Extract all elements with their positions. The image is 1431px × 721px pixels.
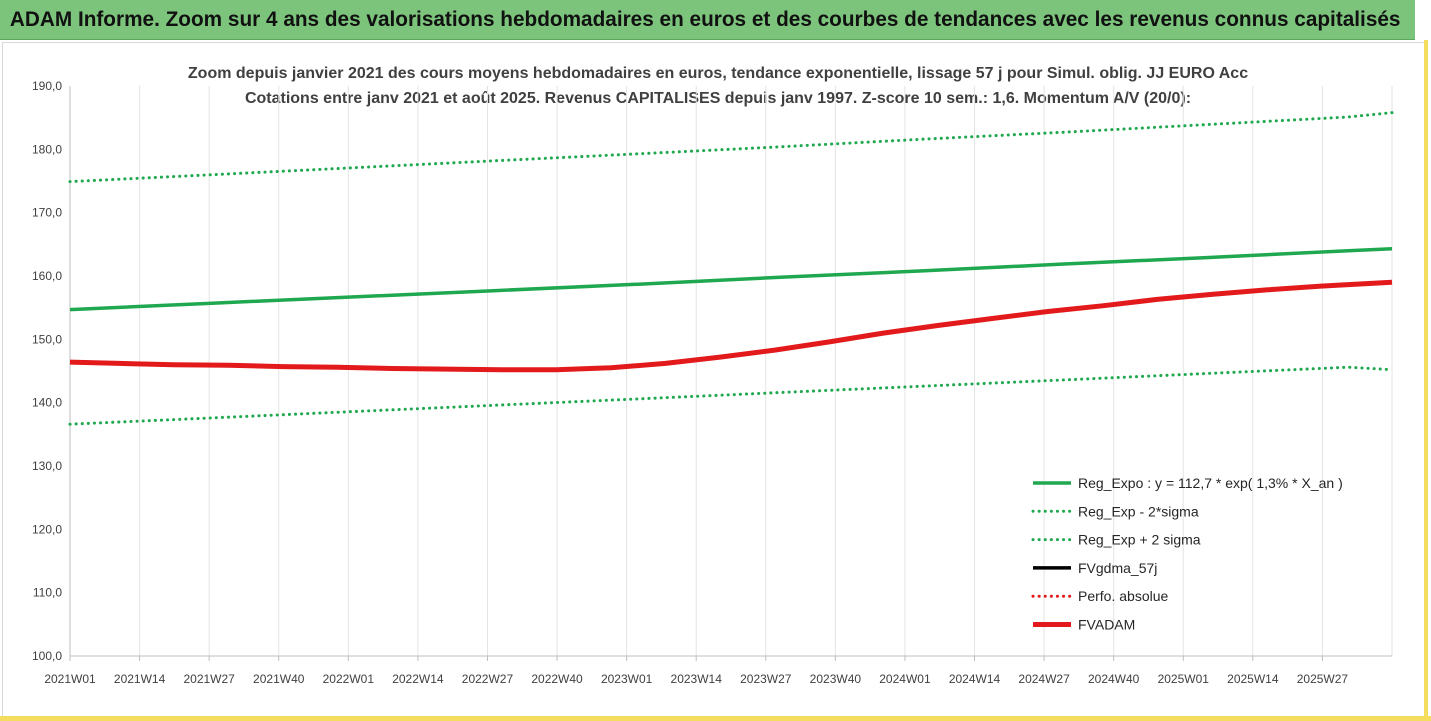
y-tick-label: 150,0: [32, 332, 62, 346]
y-tick-label: 120,0: [32, 522, 62, 536]
series-group: [68, 111, 1394, 426]
y-tick-label: 190,0: [32, 79, 62, 93]
legend-label: FVgdma_57j: [1078, 560, 1157, 576]
y-tick-label: 110,0: [33, 586, 62, 600]
y-tick-label: 100,0: [32, 649, 62, 663]
legend-label: Reg_Expo : y = 112,7 * exp( 1,3% * X_an …: [1078, 475, 1343, 491]
gridlines: [69, 86, 1393, 656]
x-tick-label: 2021W27: [183, 672, 235, 686]
series-line: [68, 365, 1394, 426]
x-tick-label: 2023W27: [740, 672, 792, 686]
x-tick-label: 2025W01: [1158, 672, 1210, 686]
legend-label: Reg_Exp - 2*sigma: [1078, 503, 1199, 519]
x-tick-label: 2021W40: [253, 672, 305, 686]
x-tick-label: 2023W14: [671, 672, 723, 686]
series-line: [69, 247, 1393, 312]
y-tick-label: 170,0: [32, 206, 62, 220]
x-tick-label: 2025W14: [1227, 672, 1279, 686]
x-tick-label: 2022W01: [323, 672, 375, 686]
y-tick-label: 160,0: [32, 269, 62, 283]
right-accent-bar: [1424, 40, 1428, 721]
legend: Reg_Expo : y = 112,7 * exp( 1,3% * X_an …: [1031, 475, 1343, 633]
x-tick-label: 2023W40: [810, 672, 862, 686]
x-tick-label: 2021W01: [44, 672, 96, 686]
legend-label: Reg_Exp + 2 sigma: [1078, 532, 1201, 548]
legend-label: FVADAM: [1078, 617, 1135, 633]
y-tick-label: 180,0: [32, 142, 62, 156]
x-tick-label: 2024W14: [949, 672, 1001, 686]
bottom-accent-bar: [0, 716, 1431, 721]
x-tick-label: 2022W27: [462, 672, 514, 686]
y-tick-label: 140,0: [32, 396, 62, 410]
chart-title: Zoom depuis janvier 2021 des cours moyen…: [188, 65, 1248, 82]
chart-subtitle: Cotations entre janv 2021 et août 2025. …: [245, 90, 1191, 107]
x-tick-label: 2024W27: [1018, 672, 1070, 686]
series-line: [69, 279, 1393, 373]
x-tick-label: 2025W27: [1297, 672, 1349, 686]
x-tick-label: 2023W01: [601, 672, 653, 686]
x-tick-label: 2022W40: [531, 672, 583, 686]
legend-label: Perfo. absolue: [1078, 588, 1168, 604]
banner-title: ADAM Informe. Zoom sur 4 ans des valoris…: [0, 0, 1415, 40]
y-tick-label: 130,0: [32, 459, 62, 473]
x-tick-label: 2022W14: [392, 672, 444, 686]
x-tick-label: 2021W14: [114, 672, 166, 686]
axes: 2021W01 2021W14 2021W27 2021W40 2022W01 2022W…: [32, 79, 1392, 686]
x-tick-label: 2024W01: [879, 672, 931, 686]
x-tick-label: 2024W40: [1088, 672, 1140, 686]
series-line: [68, 111, 1394, 184]
